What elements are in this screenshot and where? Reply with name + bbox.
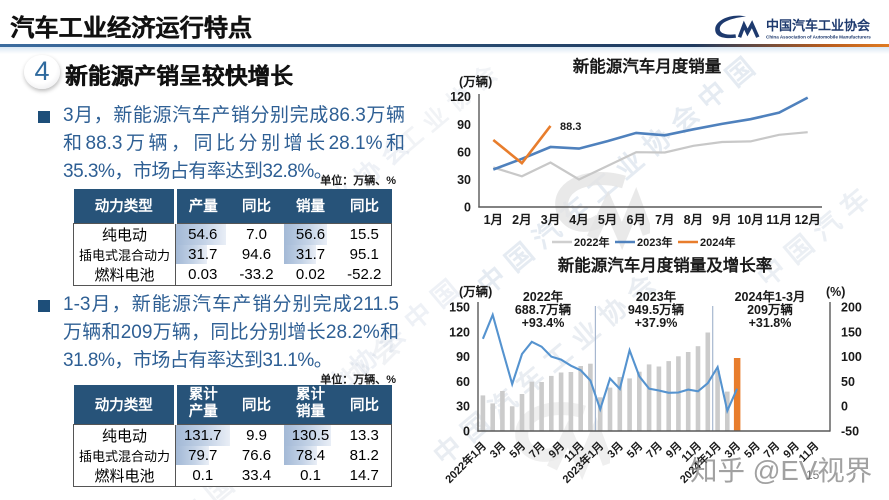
svg-text:2月: 2月: [512, 213, 531, 227]
svg-text:2022年1月: 2022年1月: [442, 439, 489, 486]
svg-text:100: 100: [841, 350, 862, 364]
svg-text:2024年: 2024年: [700, 235, 735, 249]
svg-text:3月: 3月: [487, 439, 508, 460]
svg-text:12月: 12月: [794, 213, 820, 227]
svg-text:2024年1-3月: 2024年1-3月: [735, 289, 806, 304]
svg-text:2023年: 2023年: [637, 235, 672, 249]
svg-text:60: 60: [456, 375, 470, 389]
svg-text:6月: 6月: [626, 213, 645, 227]
svg-text:(万辆): (万辆): [459, 74, 492, 89]
svg-text:10月: 10月: [737, 213, 763, 227]
svg-text:(万辆): (万辆): [459, 284, 492, 299]
svg-text:30: 30: [457, 173, 471, 187]
svg-text:150: 150: [449, 301, 470, 315]
svg-text:11月: 11月: [766, 213, 792, 227]
svg-text:60: 60: [457, 145, 471, 159]
svg-text:200: 200: [841, 301, 862, 315]
svg-text:88.3: 88.3: [560, 121, 581, 133]
svg-text:2023年: 2023年: [636, 289, 677, 304]
svg-text:949.5万辆: 949.5万辆: [628, 302, 685, 317]
svg-text:7月: 7月: [644, 439, 665, 460]
svg-text:新能源汽车月度销量: 新能源汽车月度销量: [573, 56, 722, 76]
svg-text:5月: 5月: [507, 439, 528, 460]
svg-text:+37.9%: +37.9%: [635, 316, 678, 330]
svg-text:9月: 9月: [712, 213, 731, 227]
svg-text:688.7万辆: 688.7万辆: [515, 302, 572, 317]
svg-text:120: 120: [450, 90, 471, 104]
svg-text:3月: 3月: [605, 439, 626, 460]
svg-text:3月: 3月: [541, 213, 560, 227]
svg-text:0: 0: [841, 400, 848, 414]
svg-text:-50: -50: [841, 425, 859, 439]
svg-text:0: 0: [464, 201, 471, 215]
svg-text:2022年: 2022年: [523, 289, 564, 304]
svg-text:90: 90: [457, 118, 471, 132]
svg-text:30: 30: [456, 400, 470, 414]
svg-text:209万辆: 209万辆: [747, 302, 793, 317]
svg-text:5月: 5月: [624, 439, 645, 460]
svg-text:90: 90: [456, 350, 470, 364]
svg-text:150: 150: [841, 325, 862, 339]
svg-text:+31.8%: +31.8%: [749, 316, 792, 330]
svg-text:(%): (%): [826, 285, 845, 299]
svg-text:China Association of Automobil: China Association of Automobile Manufact…: [766, 35, 871, 40]
svg-text:0: 0: [463, 425, 470, 439]
svg-text:4月: 4月: [569, 213, 588, 227]
svg-text:+93.4%: +93.4%: [522, 316, 565, 330]
svg-text:中国汽车工业协会: 中国汽车工业协会: [766, 18, 871, 33]
svg-text:1月: 1月: [484, 213, 503, 227]
svg-text:7月: 7月: [526, 439, 547, 460]
svg-text:5月: 5月: [598, 213, 617, 227]
svg-text:新能源汽车月度销量及增长率: 新能源汽车月度销量及增长率: [558, 255, 773, 275]
svg-text:50: 50: [841, 375, 855, 389]
svg-text:7月: 7月: [655, 213, 674, 227]
svg-text:2022年: 2022年: [574, 235, 609, 249]
svg-text:8月: 8月: [684, 213, 703, 227]
svg-text:120: 120: [449, 325, 470, 339]
